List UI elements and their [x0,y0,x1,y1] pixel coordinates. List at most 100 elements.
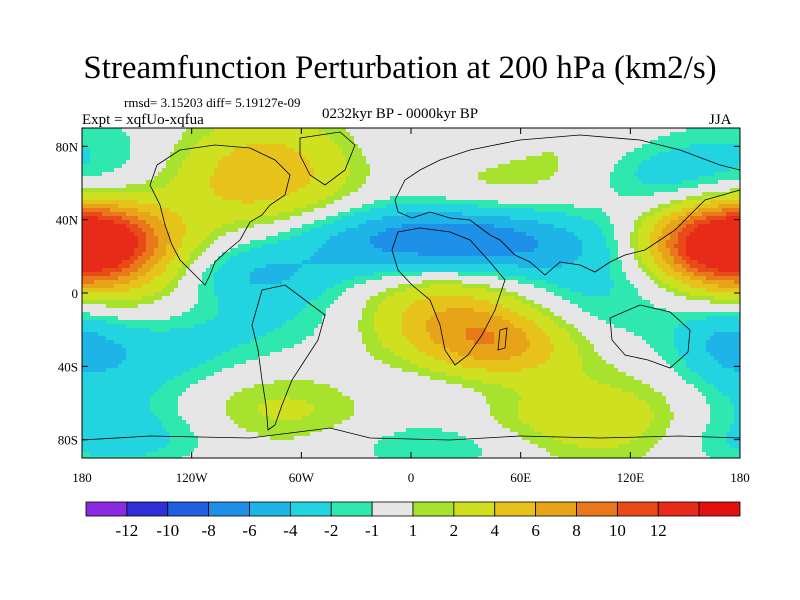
field-cell [118,456,123,458]
field-cell [202,352,207,357]
field-cell [210,144,215,149]
field-cell [166,140,171,145]
field-cell [274,432,279,437]
field-cell [178,368,183,373]
field-cell [162,304,167,309]
field-cell [210,324,215,329]
field-cell [122,200,127,205]
field-cell [302,444,307,449]
field-cell [170,240,175,245]
field-cell [82,352,87,357]
field-cell [274,156,279,161]
field-cell [298,344,303,349]
field-cell [170,268,175,273]
field-cell [114,148,119,153]
field-cell [166,128,171,133]
field-cell [258,140,263,145]
field-cell [106,396,111,401]
field-cell [230,328,235,333]
field-cell [158,388,163,393]
field-cell [222,204,227,209]
field-cell [222,144,227,149]
field-cell [238,280,243,285]
field-cell [318,368,323,373]
field-cell [82,332,87,337]
field-cell [214,252,219,257]
field-cell [198,416,203,421]
field-cell [158,376,163,381]
field-cell [230,360,235,365]
field-cell [314,392,319,397]
field-cell [254,248,259,253]
field-cell [94,204,99,209]
field-cell [190,192,195,197]
field-cell [134,276,139,281]
field-cell [154,228,159,233]
field-cell [270,392,275,397]
field-cell [238,364,243,369]
field-cell [322,168,327,173]
field-cell [142,396,147,401]
field-cell [154,260,159,265]
field-cell [114,264,119,269]
field-cell [246,184,251,189]
field-cell [306,208,311,213]
field-cell [174,140,179,145]
field-cell [202,200,207,205]
field-cell [82,136,87,141]
field-cell [206,320,211,325]
field-cell [214,448,219,453]
field-cell [274,256,279,261]
field-cell [210,304,215,309]
field-cell [114,300,119,305]
field-cell [86,440,91,445]
field-cell [218,268,223,273]
field-cell [82,248,87,253]
field-cell [202,296,207,301]
field-cell [154,380,159,385]
field-cell [118,300,123,305]
field-cell [198,256,203,261]
field-cell [306,360,311,365]
field-cell [226,440,231,445]
field-cell [178,304,183,309]
field-cell [270,380,275,385]
field-cell [306,304,311,309]
field-cell [158,384,163,389]
field-cell [266,144,271,149]
field-cell [274,264,279,269]
field-cell [306,368,311,373]
field-cell [178,164,183,169]
field-cell [198,356,203,361]
field-cell [98,132,103,137]
field-cell [130,352,135,357]
field-cell [102,240,107,245]
field-cell [98,376,103,381]
field-cell [238,440,243,445]
field-cell [282,424,287,429]
field-cell [238,232,243,237]
field-cell [110,292,115,297]
field-cell [230,136,235,141]
field-cell [150,292,155,297]
field-cell [86,272,91,277]
field-cell [110,256,115,261]
field-cell [218,352,223,357]
field-cell [194,260,199,265]
field-cell [290,292,295,297]
field-cell [314,384,319,389]
field-cell [242,156,247,161]
field-cell [290,216,295,221]
field-cell [94,276,99,281]
field-cell [270,256,275,261]
field-cell [158,364,163,369]
field-cell [102,368,107,373]
field-cell [138,328,143,333]
field-cell [222,428,227,433]
field-cell [158,416,163,421]
field-cell [270,144,275,149]
field-cell [310,176,315,181]
field-cell [146,176,151,181]
field-cell [170,156,175,161]
field-cell [106,412,111,417]
